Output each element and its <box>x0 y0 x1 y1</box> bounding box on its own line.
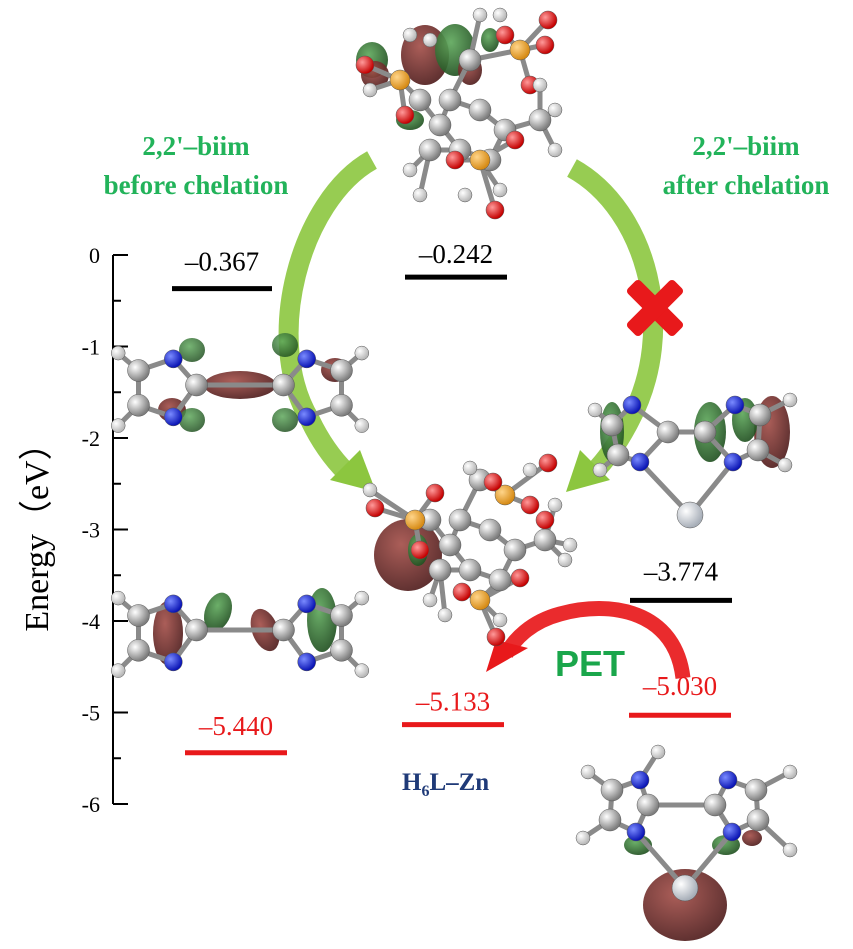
level-label: –0.242 <box>418 239 493 269</box>
level-h6l-homo: –5.133 <box>402 687 504 728</box>
energy-levels: –0.367 –0.242 –3.774 –5.440 –5.133 –5.030 <box>172 239 732 756</box>
complex-name: H6L–Zn <box>402 769 489 800</box>
arrow-before-chelation <box>278 151 378 492</box>
level-h6l-lumo: –0.242 <box>405 239 507 280</box>
axis-tick-label: -4 <box>82 609 100 634</box>
pet-arrow <box>486 601 691 680</box>
blocked-cross-icon <box>626 279 684 337</box>
level-complex-lumo: –3.774 <box>630 556 732 603</box>
axis-label: Energy（eV） <box>18 426 56 631</box>
complex-lumo-orbital <box>587 392 798 529</box>
axis-tick-label: -3 <box>82 518 100 543</box>
level-complex-homo: –5.030 <box>629 671 731 718</box>
axis-tick-label: 0 <box>89 243 100 268</box>
axis-tick-label: -6 <box>82 792 100 817</box>
h6l-homo-orbital <box>362 453 578 647</box>
axis-tick-label: -2 <box>82 426 100 451</box>
biim-homo-orbital <box>110 588 370 678</box>
title-left-line1: 2,2'–biim <box>142 131 250 161</box>
pet-label: PET <box>555 643 625 684</box>
axis-ticks: 0 -1 -2 -3 -4 -5 -6 <box>82 243 128 817</box>
energy-axis: 0 -1 -2 -3 -4 -5 -6 Energy（eV） <box>18 243 128 817</box>
level-biim-homo: –5.440 <box>185 711 287 756</box>
level-label: –5.133 <box>415 687 490 717</box>
h6l-lumo-orbital <box>355 7 563 220</box>
title-right-line2: after chelation <box>663 170 830 200</box>
biim-lumo-orbital <box>110 333 370 433</box>
level-label: –5.440 <box>198 711 273 741</box>
complex-homo-orbital <box>575 744 798 941</box>
level-biim-lumo: –0.367 <box>172 247 272 292</box>
level-label: –0.367 <box>184 247 259 277</box>
title-right-line1: 2,2'–biim <box>692 131 800 161</box>
axis-tick-label: -5 <box>82 701 100 726</box>
level-label: –3.774 <box>643 556 719 586</box>
title-left-line2: before chelation <box>104 170 289 200</box>
axis-tick-label: -1 <box>82 335 100 360</box>
